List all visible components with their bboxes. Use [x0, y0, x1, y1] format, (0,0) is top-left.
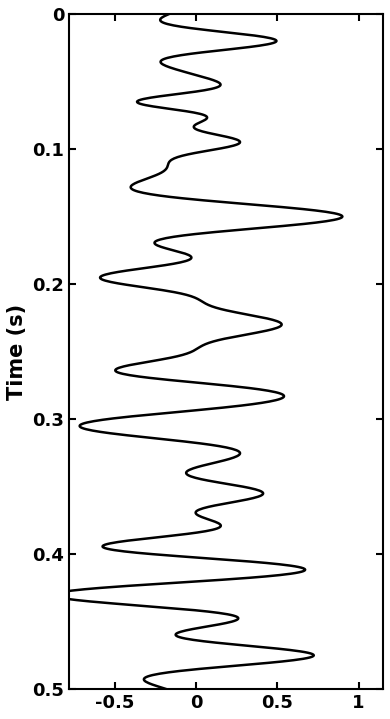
- Y-axis label: Time (s): Time (s): [7, 303, 27, 400]
